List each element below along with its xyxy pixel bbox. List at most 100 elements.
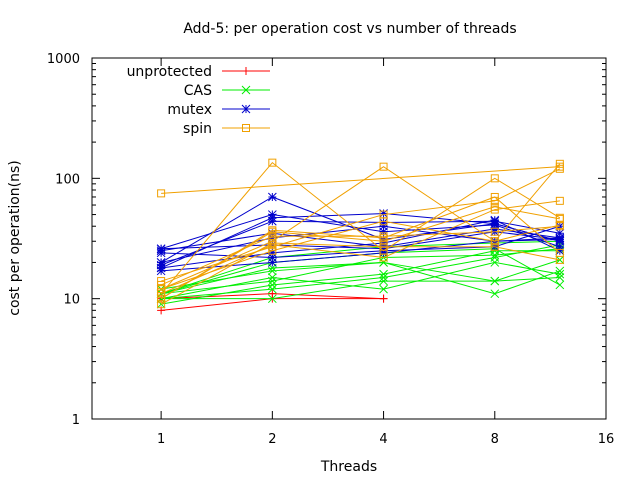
- x-tick-label: 4: [379, 432, 387, 447]
- data-point: [267, 294, 277, 304]
- data-point: [379, 258, 388, 267]
- y-axis-label: cost per operation(ns): [7, 160, 23, 316]
- data-point: [490, 174, 499, 183]
- x-tick-label: 1: [157, 432, 165, 447]
- data-point: [157, 285, 166, 294]
- data-point: [379, 162, 388, 171]
- legend-label-mutex: mutex: [167, 102, 212, 118]
- data-point: [156, 244, 166, 254]
- data-point: [156, 258, 166, 267]
- y-tick-label: 100: [55, 172, 80, 187]
- data-point: [555, 221, 565, 231]
- data-point: [490, 227, 499, 236]
- data-point: [267, 210, 277, 219]
- legend-label-spin: spin: [183, 121, 212, 137]
- data-point: [490, 289, 500, 299]
- data-point: [555, 242, 565, 252]
- data-point: [379, 232, 388, 241]
- data-point: [555, 266, 565, 276]
- legend: unprotected CAS mutex spin: [127, 64, 270, 137]
- data-point: [555, 235, 565, 244]
- data-point: [555, 164, 564, 173]
- series-line: [161, 166, 560, 194]
- series-line: [160, 220, 560, 290]
- y-tick-label: 10: [63, 293, 80, 308]
- data-point: [379, 253, 388, 262]
- data-point: [490, 276, 500, 286]
- data-point: [555, 255, 565, 265]
- data-point: [379, 284, 388, 294]
- data-point: [379, 221, 388, 231]
- data-point: [379, 237, 388, 246]
- series-unprotected: [157, 289, 388, 315]
- data-point: [157, 300, 166, 309]
- data-point: [157, 289, 166, 298]
- data-point: [268, 246, 277, 255]
- data-point: [242, 67, 250, 75]
- data-point: [241, 104, 251, 114]
- x-tick-label: 2: [268, 432, 276, 447]
- data-point: [490, 192, 499, 201]
- data-point: [268, 158, 277, 167]
- data-point: [379, 242, 388, 251]
- data-point: [490, 205, 499, 214]
- data-point: [268, 232, 277, 241]
- series-line: [160, 225, 560, 286]
- x-tick-label: 8: [491, 432, 499, 447]
- series-layer: [156, 158, 565, 315]
- data-point: [267, 216, 277, 226]
- data-point: [267, 253, 277, 262]
- data-point: [490, 242, 499, 251]
- series-line: [160, 200, 560, 295]
- data-point: [490, 237, 499, 246]
- legend-label-unprotected: unprotected: [127, 64, 212, 80]
- data-point: [555, 246, 565, 256]
- data-point: [379, 217, 388, 226]
- data-point: [157, 189, 166, 198]
- plot-frame: [91, 57, 607, 420]
- data-point: [490, 246, 500, 256]
- data-point: [267, 192, 277, 202]
- series-spin: [157, 158, 564, 309]
- data-point: [555, 159, 564, 168]
- data-point: [157, 280, 166, 289]
- data-point: [379, 227, 388, 237]
- data-point: [379, 276, 388, 286]
- data-point: [268, 289, 277, 298]
- series-line: [160, 168, 561, 282]
- y-tick-label: 1: [72, 413, 80, 428]
- data-point: [157, 294, 166, 303]
- data-point: [267, 280, 277, 290]
- series-line: [160, 161, 561, 295]
- data-point: [555, 222, 564, 231]
- data-point: [267, 258, 277, 267]
- data-point: [267, 276, 277, 286]
- data-point: [490, 253, 500, 262]
- data-point: [267, 248, 277, 258]
- data-point: [555, 280, 565, 290]
- data-point: [555, 255, 564, 264]
- chart-title: Add-5: per operation cost vs number of t…: [183, 21, 516, 37]
- data-point: [555, 196, 564, 205]
- legend-label-CAS: CAS: [184, 83, 212, 99]
- series-line: [160, 206, 560, 300]
- data-point: [379, 209, 388, 218]
- data-point: [268, 240, 277, 249]
- data-point: [379, 248, 388, 258]
- x-tick-label: 16: [598, 432, 615, 447]
- data-point: [242, 124, 250, 132]
- data-point: [555, 228, 565, 238]
- data-point: [156, 248, 166, 258]
- data-point: [241, 85, 251, 95]
- y-tick-label: 1000: [47, 52, 80, 67]
- x-axis-label: Threads: [320, 459, 377, 475]
- data-point: [156, 266, 166, 276]
- data-point: [268, 227, 277, 236]
- data-point: [490, 220, 500, 230]
- data-point: [379, 294, 388, 303]
- data-point: [267, 284, 277, 294]
- data-point: [555, 273, 565, 282]
- data-point: [379, 273, 388, 282]
- axis-ticks: 1 2 4 8 16 1 10 100 1000: [47, 52, 614, 447]
